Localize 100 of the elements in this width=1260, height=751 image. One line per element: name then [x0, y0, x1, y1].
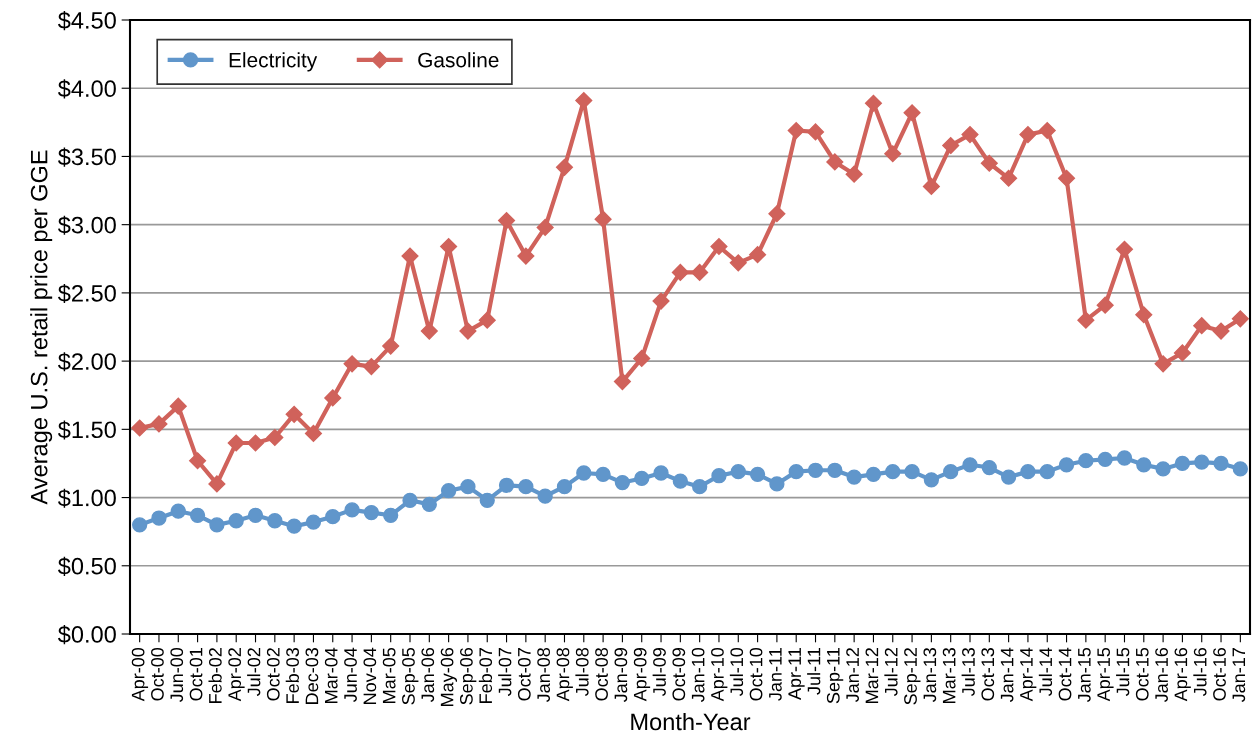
x-tick-label: Jul-02 — [247, 648, 261, 697]
point — [1058, 457, 1075, 473]
point — [479, 492, 495, 508]
x-tick-label: Jan-14 — [1000, 647, 1014, 703]
x-tick-label: Jun-00 — [170, 647, 184, 703]
point — [1078, 453, 1094, 469]
x-tick-label: Jan-15 — [1078, 647, 1091, 703]
point — [1174, 455, 1191, 472]
point — [1212, 322, 1230, 340]
point — [1019, 126, 1037, 144]
point — [576, 465, 592, 481]
x-tick-label: Jun-04 — [344, 647, 357, 703]
point — [885, 463, 901, 480]
x-tick-label: Sep-05 — [402, 647, 419, 705]
point — [943, 463, 959, 480]
point — [170, 503, 186, 519]
x-tick-label: Apr-15 — [1097, 647, 1114, 702]
point — [595, 466, 611, 482]
point — [478, 311, 496, 329]
point — [497, 212, 516, 230]
y-tick-label: $4.50 — [57, 11, 116, 31]
x-tick-label: Nov-04 — [363, 647, 377, 704]
point — [518, 479, 534, 495]
x-tick-label: Oct-00 — [151, 647, 164, 701]
point — [325, 509, 341, 525]
point — [555, 158, 574, 176]
point — [556, 479, 573, 495]
x-tick-label: Oct-15 — [1135, 647, 1149, 701]
x-tick-label: Jul-12 — [884, 648, 898, 697]
point — [189, 452, 207, 470]
point — [1213, 455, 1229, 472]
x-tick-label: Jan-06 — [421, 647, 435, 703]
point — [671, 263, 689, 281]
x-tick-label: Apr-16 — [1174, 647, 1191, 702]
point — [1116, 450, 1133, 466]
point — [1097, 451, 1113, 467]
point — [266, 428, 284, 447]
x-tick-label: Oct-16 — [1213, 647, 1226, 701]
point — [749, 466, 766, 482]
x-tick-label: Jul-11 — [807, 648, 821, 695]
point — [459, 322, 477, 340]
point — [787, 121, 805, 140]
point — [749, 246, 767, 264]
point — [903, 104, 921, 122]
point — [1193, 317, 1211, 335]
legend-label: Gasoline — [418, 52, 499, 68]
point — [132, 517, 148, 533]
point — [710, 237, 728, 256]
point — [1077, 311, 1095, 329]
point — [131, 419, 149, 437]
x-tick-label: Oct-01 — [189, 648, 203, 701]
x-tick-label: Feb-02 — [208, 648, 222, 703]
point — [1231, 310, 1249, 328]
point — [536, 218, 554, 236]
x-tick-label: Mar-04 — [324, 647, 338, 703]
x-tick-label: Jan-17 — [1232, 648, 1246, 703]
point — [150, 415, 168, 433]
y-tick-label: $4.00 — [57, 79, 116, 99]
point — [614, 474, 631, 491]
point — [652, 292, 670, 310]
y-tick-label: $3.50 — [57, 147, 116, 167]
point — [305, 514, 322, 530]
point — [729, 254, 747, 272]
x-tick-label: Apr-09 — [633, 648, 651, 702]
point — [788, 463, 804, 480]
x-tick-label: Apr-08 — [556, 647, 573, 702]
x-tick-label: Apr-00 — [131, 647, 149, 702]
point — [981, 459, 997, 476]
x-tick-label: Jan-10 — [691, 647, 705, 703]
x-tick-label: Mar-12 — [865, 648, 879, 703]
x-tick-label: Oct-08 — [595, 647, 608, 701]
point — [1155, 461, 1171, 477]
x-tick-label: Oct-09 — [672, 648, 686, 701]
x-tick-label: Jul-08 — [575, 647, 589, 697]
point — [304, 424, 323, 442]
point — [730, 463, 746, 480]
point — [769, 476, 785, 492]
x-tick-label: Jan-09 — [614, 648, 628, 703]
point — [922, 177, 940, 196]
point — [1000, 169, 1018, 187]
point — [1038, 121, 1056, 140]
point — [942, 136, 960, 155]
x-tick-label: Jan-08 — [537, 647, 551, 703]
x-tick-label: Jan-13 — [923, 647, 937, 703]
point — [1135, 306, 1153, 324]
y-tick-label: $2.00 — [57, 352, 116, 372]
point — [460, 479, 476, 495]
x-tick-label: Jul-07 — [498, 648, 512, 697]
x-tick-label: Mar-05 — [382, 647, 396, 703]
point — [1173, 344, 1191, 362]
x-tick-label: Oct-14 — [1058, 647, 1072, 701]
point — [228, 513, 244, 529]
y-tick-label: $0.50 — [57, 556, 116, 576]
point — [189, 507, 206, 523]
y-tick-label: $2.50 — [57, 283, 116, 304]
point — [806, 123, 825, 141]
point — [151, 510, 167, 526]
point — [498, 477, 515, 493]
y-tick-label: $1.50 — [57, 420, 116, 440]
point — [962, 457, 978, 473]
